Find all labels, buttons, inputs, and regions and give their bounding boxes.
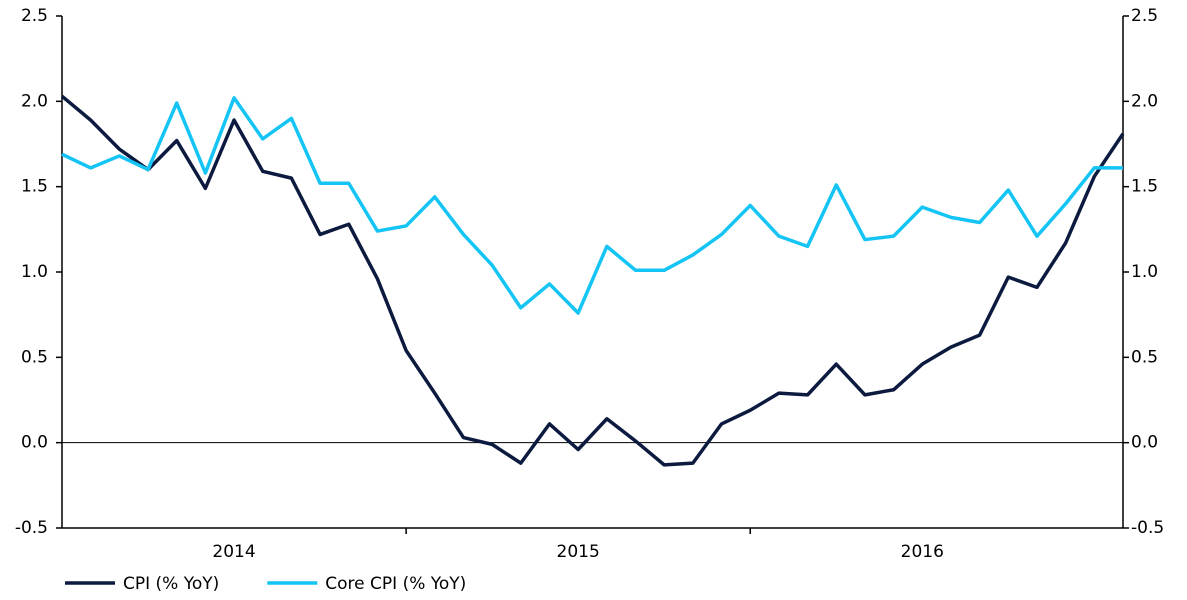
y2-tick-label: 1.5 [1131,177,1158,197]
y2-tick-label: 0.5 [1131,347,1158,367]
y-tick-label: 0.5 [21,347,48,367]
x-tick-label: 2015 [557,542,600,562]
y-tick-label: 2.5 [21,6,48,26]
x-tick-label: 2016 [901,542,944,562]
legend-label: Core CPI (% YoY) [325,574,466,594]
legend-label: CPI (% YoY) [123,574,219,594]
y-tick-label: 1.5 [21,177,48,197]
series-line [60,94,1125,467]
x-tick-label: 2014 [212,542,255,562]
y2-tick-label: 2.5 [1131,6,1158,26]
y-tick-label: -0.5 [15,518,48,538]
y2-tick-label: 1.0 [1131,262,1158,282]
series-line [61,96,1123,315]
y-tick-label: 1.0 [21,262,48,282]
y-tick-label: 0.0 [21,433,48,453]
y2-tick-label: 0.0 [1131,433,1158,453]
y-tick-label: 2.0 [21,91,48,111]
y2-tick-label: 2.0 [1131,91,1158,111]
y2-tick-label: -0.5 [1131,518,1164,538]
